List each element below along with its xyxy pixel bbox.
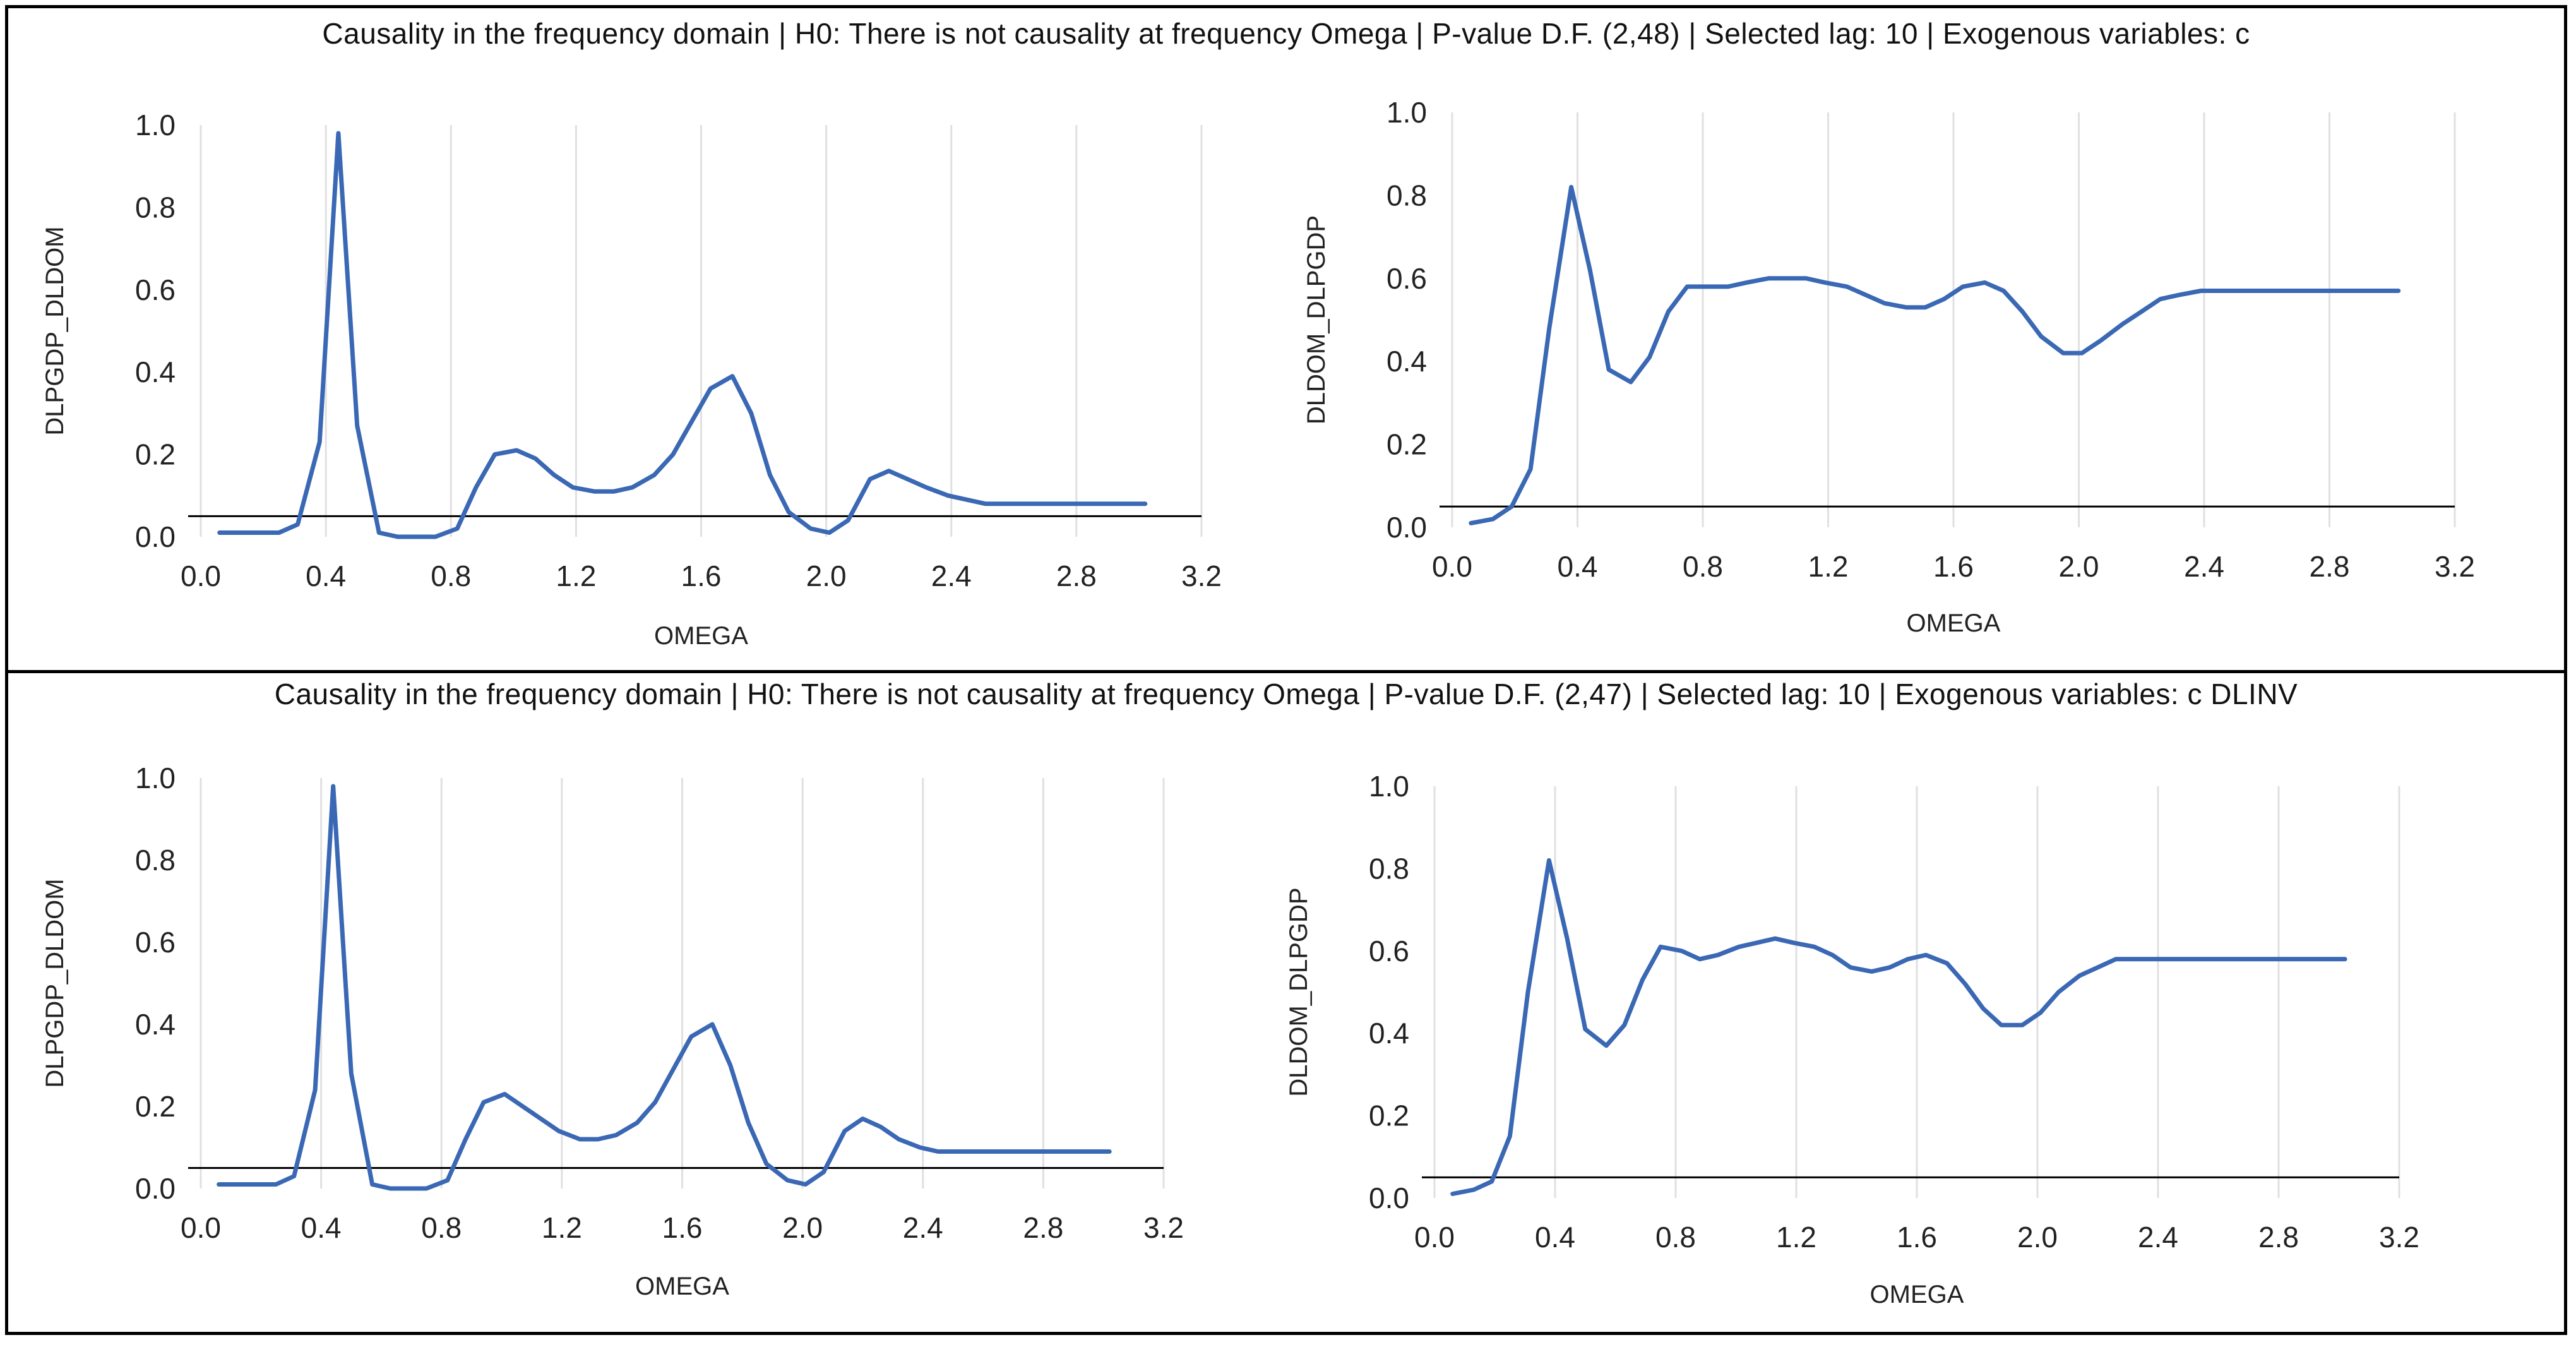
y-axis-label: DLPGDP_DLDOM	[41, 226, 69, 435]
y-tick-label: 0.4	[1386, 345, 1427, 378]
x-tick-label: 0.0	[181, 1211, 221, 1244]
y-tick-label: 0.6	[1386, 262, 1427, 295]
series-line	[217, 784, 1112, 1191]
x-tick-label: 1.6	[662, 1211, 703, 1244]
y-tick-label: 0.0	[1386, 511, 1427, 544]
x-tick-label: 0.8	[1655, 1221, 1696, 1254]
y-tick-label: 0.4	[135, 1008, 176, 1041]
x-tick-label: 2.0	[2017, 1221, 2058, 1254]
x-tick-label: 1.6	[1897, 1221, 1937, 1254]
y-tick-label: 0.0	[135, 1172, 176, 1205]
y-tick-label: 0.8	[1386, 179, 1427, 212]
x-tick-label: 2.4	[903, 1211, 943, 1244]
x-axis-label: OMEGA	[1870, 1281, 1964, 1308]
y-tick-label: 0.2	[1386, 428, 1427, 461]
y-axis-label: DLDOM_DLPGDP	[1285, 887, 1313, 1096]
y-tick-label: 0.8	[135, 191, 176, 224]
series-line	[217, 131, 1148, 539]
x-tick-label: 2.8	[2258, 1221, 2299, 1254]
y-tick-label: 0.4	[135, 356, 176, 388]
x-tick-label: 3.2	[2379, 1221, 2419, 1254]
x-tick-label: 2.8	[1056, 560, 1097, 592]
x-tick-label: 2.8	[1023, 1211, 1063, 1244]
y-tick-label: 1.0	[135, 109, 176, 141]
y-axis-label: DLDOM_DLPGDP	[1303, 215, 1330, 424]
x-tick-label: 0.0	[1414, 1221, 1455, 1254]
x-tick-label: 1.2	[1808, 550, 1849, 583]
y-tick-label: 0.8	[135, 844, 176, 877]
x-tick-label: 2.8	[2310, 550, 2350, 583]
x-tick-label: 3.2	[2435, 550, 2475, 583]
y-tick-label: 0.6	[135, 926, 176, 959]
x-tick-label: 1.6	[1933, 550, 1974, 583]
x-tick-label: 1.6	[681, 560, 722, 592]
y-tick-label: 0.2	[135, 1090, 176, 1123]
x-tick-label: 0.4	[1535, 1221, 1575, 1254]
y-tick-label: 0.6	[1369, 935, 1409, 967]
x-tick-label: 2.0	[782, 1211, 823, 1244]
panel-2-title: Causality in the frequency domain | H0: …	[274, 678, 2298, 710]
x-tick-label: 2.4	[931, 560, 972, 592]
x-tick-label: 2.4	[2184, 550, 2224, 583]
y-tick-label: 1.0	[1369, 770, 1409, 803]
x-tick-label: 3.2	[1143, 1211, 1184, 1244]
x-tick-label: 0.8	[431, 560, 471, 592]
panel-divider	[5, 670, 2567, 673]
x-tick-label: 0.0	[1432, 550, 1472, 583]
panel-1-title: Causality in the frequency domain | H0: …	[322, 17, 2250, 50]
series-line	[1450, 858, 2347, 1196]
x-tick-label: 0.8	[421, 1211, 462, 1244]
series-line	[1469, 184, 2401, 525]
x-tick-label: 0.4	[306, 560, 346, 592]
x-axis-label: OMEGA	[1907, 609, 2001, 637]
y-tick-label: 0.2	[1369, 1099, 1409, 1132]
x-axis-label: OMEGA	[635, 1272, 729, 1300]
x-tick-label: 1.2	[542, 1211, 582, 1244]
x-axis-label: OMEGA	[654, 622, 748, 650]
x-tick-label: 0.4	[301, 1211, 342, 1244]
y-tick-label: 0.4	[1369, 1017, 1409, 1050]
x-tick-label: 2.0	[2059, 550, 2099, 583]
x-tick-label: 1.2	[556, 560, 596, 592]
x-tick-label: 0.4	[1558, 550, 1598, 583]
x-tick-label: 3.2	[1181, 560, 1222, 592]
y-tick-label: 0.2	[135, 438, 176, 471]
x-tick-label: 2.4	[2138, 1221, 2178, 1254]
x-tick-label: 2.0	[806, 560, 847, 592]
y-tick-label: 1.0	[1386, 96, 1427, 129]
y-axis-label: DLPGDP_DLDOM	[41, 878, 69, 1087]
x-tick-label: 1.2	[1776, 1221, 1816, 1254]
y-tick-label: 0.6	[135, 273, 176, 306]
x-tick-label: 0.8	[1683, 550, 1723, 583]
x-tick-label: 0.0	[181, 560, 221, 592]
y-tick-label: 1.0	[135, 762, 176, 794]
y-tick-label: 0.0	[1369, 1182, 1409, 1214]
y-tick-label: 0.8	[1369, 852, 1409, 885]
y-tick-label: 0.0	[135, 520, 176, 553]
